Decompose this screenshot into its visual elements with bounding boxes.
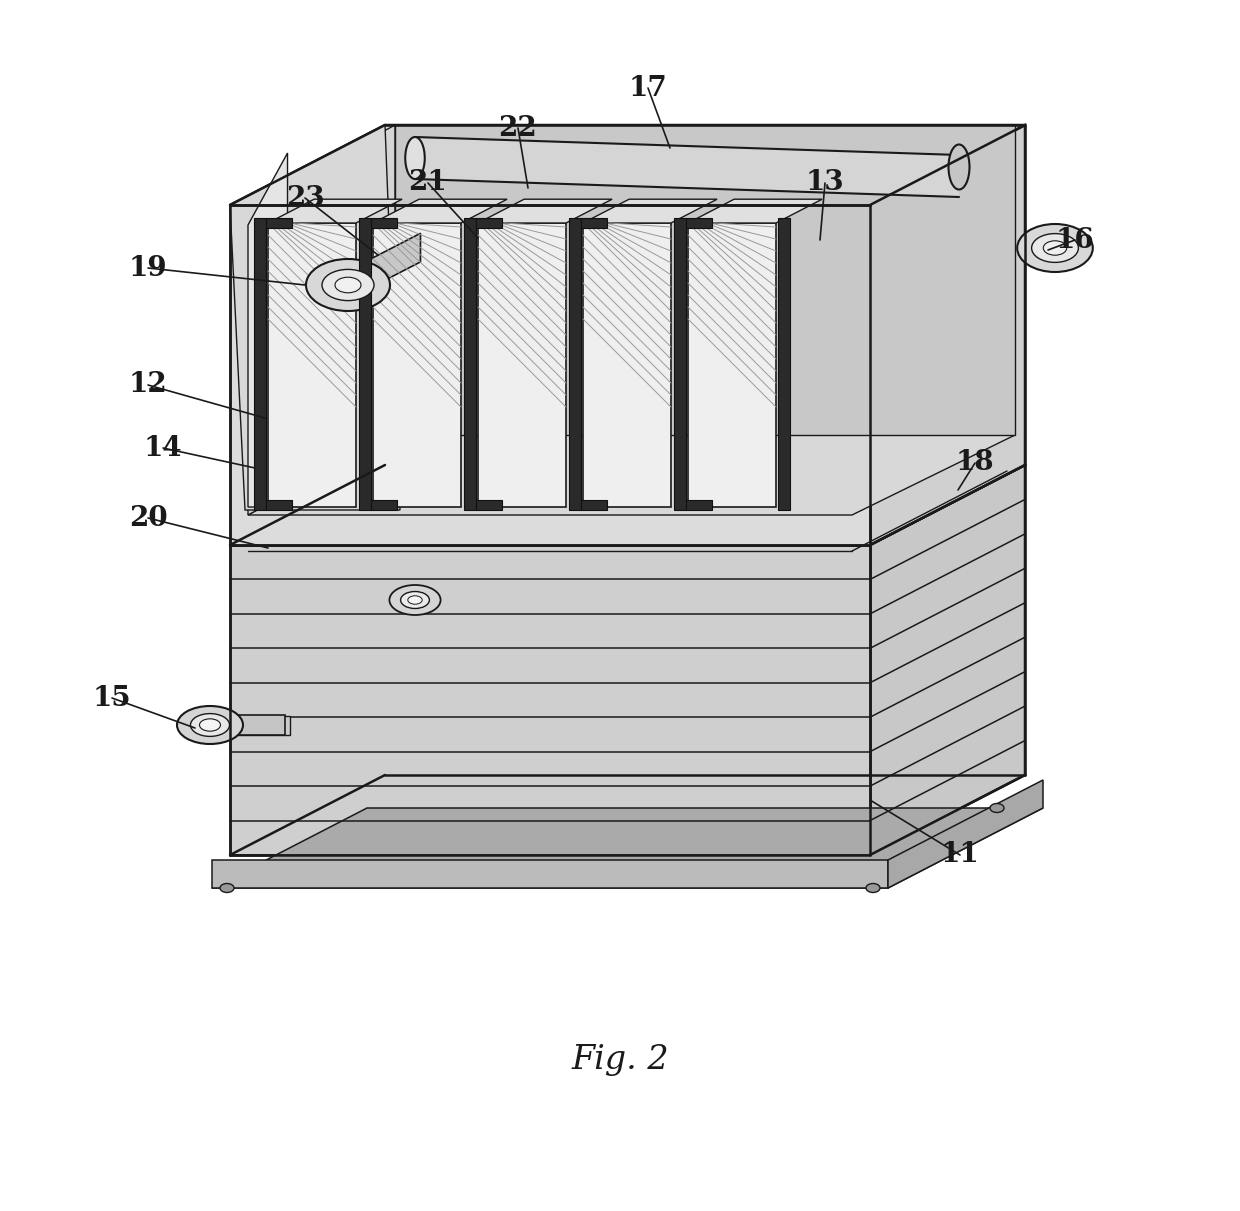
Text: 16: 16 (1055, 226, 1095, 253)
Polygon shape (229, 125, 401, 510)
Ellipse shape (177, 706, 243, 744)
Text: 20: 20 (129, 505, 167, 532)
Text: Fig. 2: Fig. 2 (572, 1044, 668, 1077)
Text: 15: 15 (93, 684, 131, 712)
Polygon shape (396, 125, 1016, 435)
Polygon shape (268, 223, 356, 507)
Polygon shape (254, 218, 267, 510)
Polygon shape (476, 500, 502, 510)
Text: 21: 21 (409, 170, 448, 196)
Polygon shape (888, 780, 1043, 888)
Polygon shape (229, 465, 1025, 545)
Ellipse shape (408, 596, 422, 604)
Polygon shape (212, 860, 888, 888)
Text: 23: 23 (285, 184, 325, 212)
Polygon shape (688, 223, 776, 507)
Text: 18: 18 (956, 449, 994, 476)
Ellipse shape (191, 713, 229, 736)
Polygon shape (373, 223, 461, 507)
Polygon shape (870, 465, 1025, 855)
Text: 13: 13 (806, 170, 844, 196)
Polygon shape (582, 218, 608, 228)
Text: 17: 17 (629, 75, 667, 102)
Polygon shape (688, 199, 822, 223)
Ellipse shape (335, 277, 361, 293)
Polygon shape (415, 137, 959, 197)
Ellipse shape (1043, 241, 1066, 256)
Ellipse shape (200, 719, 221, 731)
Text: 11: 11 (941, 842, 980, 868)
Text: 19: 19 (129, 254, 167, 281)
Polygon shape (348, 234, 420, 299)
Polygon shape (371, 218, 397, 228)
Ellipse shape (322, 269, 374, 300)
Polygon shape (583, 199, 717, 223)
Polygon shape (268, 199, 402, 223)
Ellipse shape (949, 144, 970, 189)
Polygon shape (583, 223, 671, 507)
Ellipse shape (401, 591, 429, 608)
Ellipse shape (990, 804, 1004, 813)
Polygon shape (373, 199, 507, 223)
Polygon shape (248, 435, 1016, 515)
Ellipse shape (306, 259, 391, 311)
Ellipse shape (219, 884, 234, 893)
Polygon shape (229, 545, 870, 855)
Ellipse shape (1017, 224, 1092, 272)
Polygon shape (569, 218, 582, 510)
Polygon shape (229, 205, 870, 545)
Ellipse shape (1032, 234, 1079, 263)
Polygon shape (686, 500, 712, 510)
Polygon shape (248, 153, 288, 507)
Text: 22: 22 (498, 115, 537, 142)
Polygon shape (582, 500, 608, 510)
Polygon shape (477, 199, 613, 223)
Polygon shape (675, 218, 686, 510)
Ellipse shape (866, 884, 880, 893)
Polygon shape (212, 808, 1043, 888)
Ellipse shape (389, 585, 440, 615)
Polygon shape (210, 716, 290, 735)
Polygon shape (777, 218, 790, 510)
Polygon shape (371, 500, 397, 510)
Polygon shape (476, 218, 502, 228)
Text: 12: 12 (129, 372, 167, 398)
Polygon shape (464, 218, 476, 510)
Polygon shape (686, 218, 712, 228)
Text: 14: 14 (144, 435, 182, 461)
Polygon shape (188, 714, 285, 735)
Polygon shape (267, 218, 293, 228)
Polygon shape (248, 125, 396, 515)
Ellipse shape (405, 137, 425, 179)
Polygon shape (477, 223, 565, 507)
Polygon shape (360, 218, 371, 510)
Polygon shape (267, 500, 293, 510)
Polygon shape (229, 125, 1025, 205)
Polygon shape (870, 125, 1025, 545)
